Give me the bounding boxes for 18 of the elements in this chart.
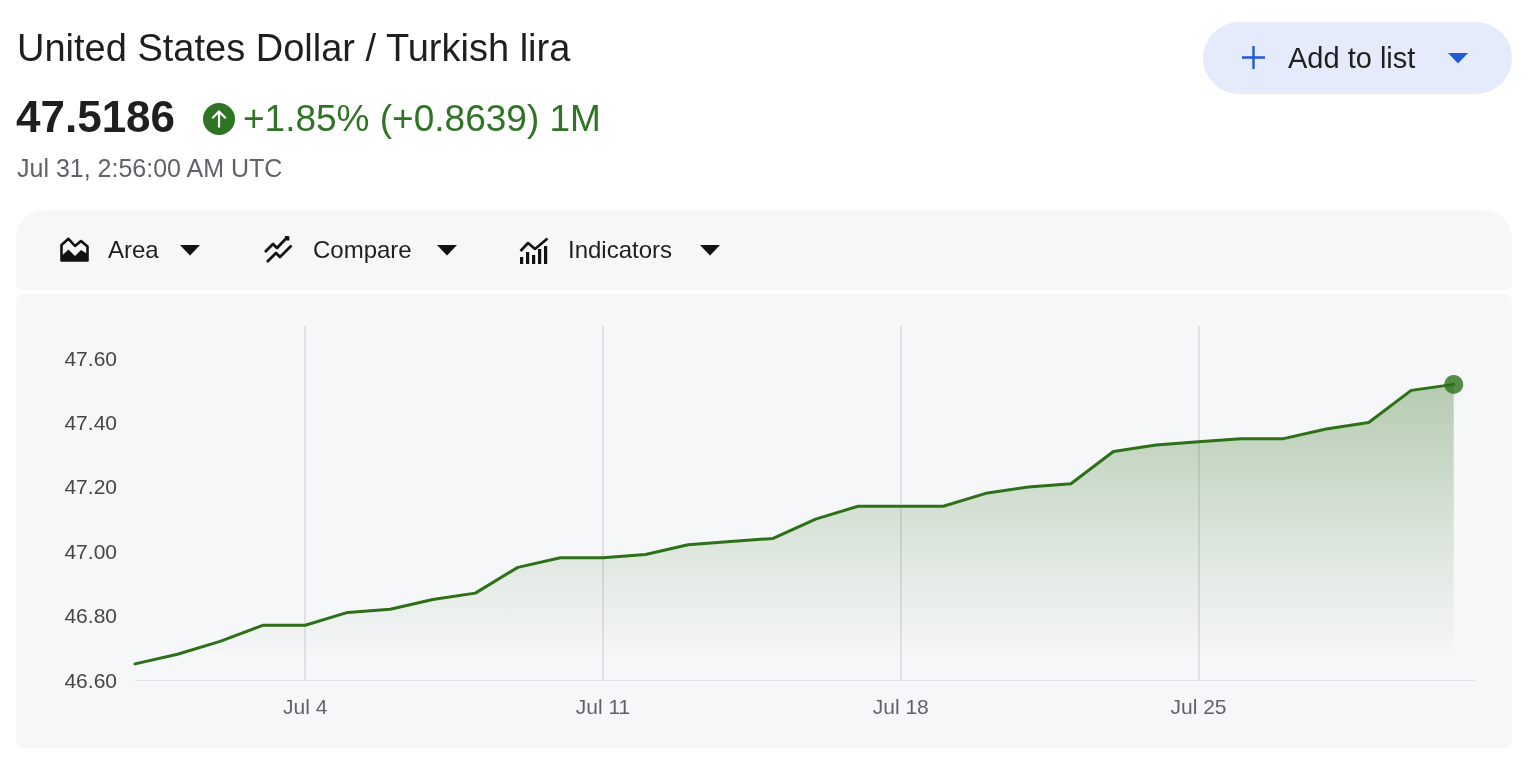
- y-tick-label: 47.20: [64, 475, 117, 499]
- text: Indicators: [568, 235, 673, 265]
- y-tick-label: 47.00: [64, 539, 117, 563]
- text: +1.85% (+0.8639) 1M: [243, 97, 601, 141]
- x-tick-label: Jul 11: [575, 695, 631, 718]
- y-tick-label: 46.60: [64, 668, 117, 692]
- y-tick-label: 46.80: [64, 604, 117, 628]
- text: Area: [108, 235, 159, 265]
- chart-title: United States Dollar / Turkish lira: [17, 26, 571, 70]
- text: 47.5186: [16, 92, 176, 142]
- x-tick-label: Jul 25: [1170, 695, 1227, 718]
- x-tick-label: Jul 4: [282, 695, 328, 718]
- text: Jul 31, 2:56:00 AM UTC: [17, 153, 283, 183]
- x-tick-label: Jul 18: [872, 695, 929, 718]
- text: Compare: [313, 235, 412, 265]
- y-tick-label: 47.60: [64, 346, 117, 370]
- text: Add to list: [1288, 41, 1416, 75]
- y-tick-label: 47.40: [64, 411, 117, 435]
